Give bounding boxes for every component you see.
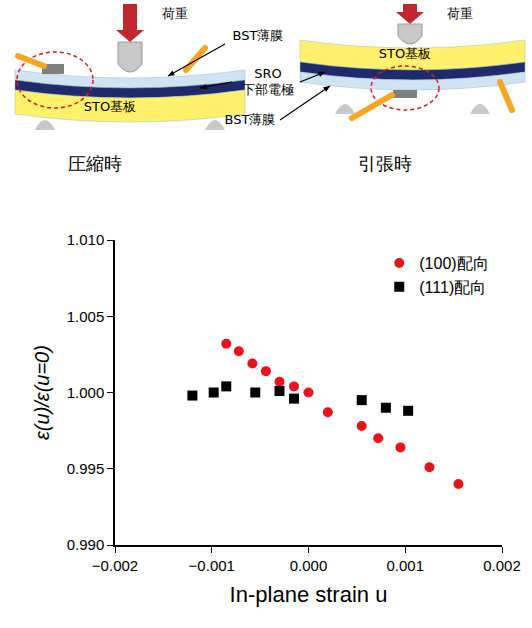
svg-text:圧縮時: 圧縮時 [68, 153, 122, 174]
svg-text:1.005: 1.005 [67, 308, 105, 325]
svg-text:ε(u)/ε(u=0): ε(u)/ε(u=0) [31, 345, 53, 440]
svg-text:STO基板: STO基板 [379, 46, 431, 61]
svg-text:下部電極: 下部電極 [242, 82, 294, 97]
svg-text:荷重: 荷重 [162, 6, 188, 21]
svg-text:0.001: 0.001 [386, 557, 424, 574]
svg-text:−0.001: −0.001 [189, 557, 235, 574]
svg-text:0.000: 0.000 [290, 557, 328, 574]
svg-text:BST薄膜: BST薄膜 [225, 112, 276, 127]
svg-text:STO基板: STO基板 [84, 99, 136, 114]
svg-text:0.990: 0.990 [67, 536, 105, 553]
svg-text:1.010: 1.010 [67, 231, 105, 248]
svg-text:荷重: 荷重 [447, 6, 473, 21]
svg-text:−0.002: −0.002 [92, 557, 138, 574]
svg-text:0.002: 0.002 [483, 557, 521, 574]
svg-text:(111)配向: (111)配向 [419, 279, 486, 296]
svg-text:(100)配向: (100)配向 [419, 255, 488, 272]
svg-text:1.000: 1.000 [67, 384, 105, 401]
svg-text:BST薄膜: BST薄膜 [233, 28, 284, 43]
svg-text:In-plane strain u: In-plane strain u [230, 582, 388, 607]
svg-text:SRO: SRO [254, 66, 282, 81]
svg-text:引張時: 引張時 [358, 153, 412, 174]
svg-text:0.995: 0.995 [67, 460, 105, 477]
